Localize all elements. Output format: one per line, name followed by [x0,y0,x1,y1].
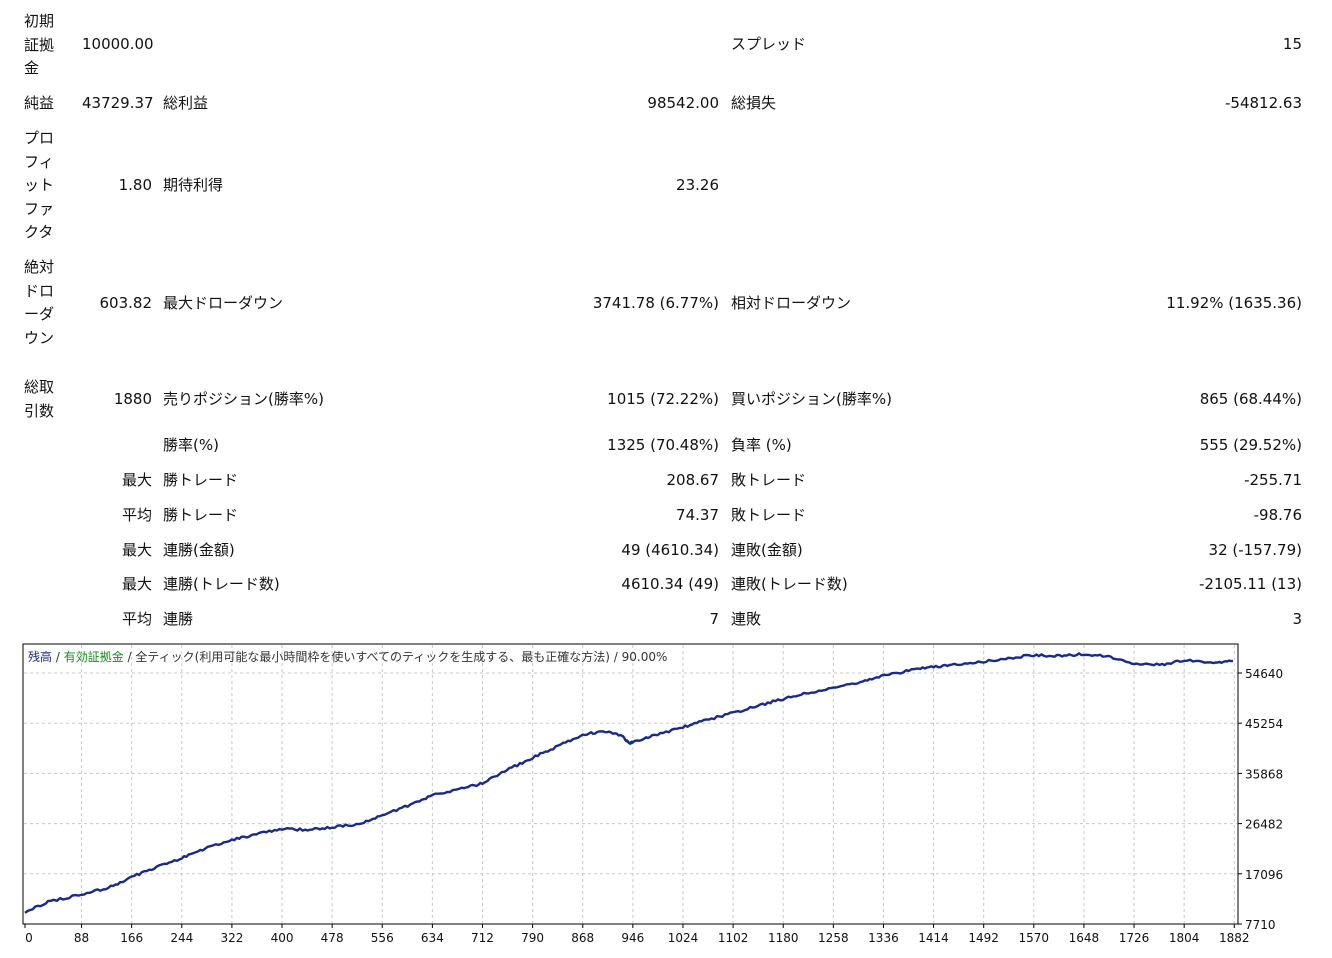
x-tick-label: 166 [120,931,143,945]
abs-drawdown-label: 絶対ドローダウン [24,258,55,347]
loss-rate-value: 555 (29.52%) [1199,436,1302,454]
chart-plot-area [22,643,1239,925]
row-b-label: 連敗(トレード数) [731,575,848,593]
row-b-value: -98.76 [1253,506,1302,524]
total-trades-value: 1880 [113,390,152,408]
row-b-value: -255.71 [1244,471,1302,489]
gross-profit-label: 総利益 [163,94,209,112]
y-tick-label: 54640 [1245,667,1283,681]
spread-label: スプレッド [731,35,807,53]
y-tick-label: 26482 [1245,818,1283,832]
row-b-label: 敗トレード [731,506,807,524]
long-positions-value: 865 (68.44%) [1199,390,1302,408]
long-positions-label: 買いポジション(勝率%) [731,390,892,408]
x-tick-label: 244 [170,931,193,945]
chart-title-balance: 残高 [28,649,52,664]
net-profit-label: 純益 [24,94,55,112]
chart-ticks: 0 88 166 244 322 400 478 556 634 712 790 868 946 1024… [24,667,1283,945]
row-a-value: 4610.34 (49) [621,575,719,593]
x-tick-label: 1024 [668,931,699,945]
x-tick-label: 868 [571,931,594,945]
row-a-value: 208.67 [666,471,720,489]
short-positions-value: 1015 (72.22%) [607,390,719,408]
balance-series-line [24,652,1234,914]
gross-profit-value: 98542.00 [647,94,719,112]
y-tick-label: 7710 [1245,918,1276,932]
x-tick-label: 1492 [968,931,999,945]
row-prefix: 最大 [121,471,152,489]
profit-factor-label: プロフィットファクタ [24,129,55,241]
row-b-label: 連敗(金額) [731,541,803,559]
row-b-label: 敗トレード [731,471,807,489]
row-a-label: 連勝(金額) [163,541,235,559]
profit-factor-value: 1.80 [118,176,152,194]
row-a-value: 74.37 [676,506,719,524]
initial-deposit-label: 初期証拠金 [24,12,55,77]
chart-title-sep: / [52,650,64,664]
x-tick-label: 1570 [1019,931,1050,945]
win-rate-value: 1325 (70.48%) [607,436,719,454]
x-tick-label: 1882 [1219,931,1250,945]
x-tick-label: 1414 [918,931,949,945]
x-tick-label: 1726 [1119,931,1150,945]
x-tick-label: 1102 [718,931,749,945]
row-prefix: 最大 [121,575,152,593]
gross-loss-label: 総損失 [731,94,777,112]
row-b-label: 連敗 [731,610,762,628]
x-tick-label: 556 [371,931,394,945]
max-drawdown-label: 最大ドローダウン [163,294,284,312]
y-tick-label: 35868 [1245,767,1283,781]
row-b-value: 3 [1292,610,1302,628]
row-a-value: 49 (4610.34) [621,541,719,559]
x-tick-label: 478 [321,931,344,945]
chart-title-equity: 有効証拠金 [64,649,124,664]
net-profit-value: 43729.37 [82,94,154,112]
abs-drawdown-value: 603.82 [99,294,153,312]
spread-value: 15 [1282,35,1302,53]
row-a-label: 勝トレード [163,506,239,524]
rel-drawdown-value: 11.92% (1635.36) [1166,294,1302,312]
loss-rate-label: 負率 (%) [731,436,792,454]
initial-deposit-value: 10000.00 [82,35,154,53]
x-tick-label: 946 [621,931,644,945]
x-tick-label: 634 [421,931,444,945]
row-prefix: 平均 [121,506,152,524]
win-rate-label: 勝率(%) [163,436,219,454]
x-tick-label: 1648 [1069,931,1100,945]
y-tick-label: 45254 [1245,717,1283,731]
rel-drawdown-label: 相対ドローダウン [731,294,852,312]
row-a-label: 連勝 [163,610,194,628]
row-a-value: 7 [709,610,719,628]
x-tick-label: 790 [521,931,544,945]
max-drawdown-value: 3741.78 (6.77%) [592,294,719,312]
row-prefix: 最大 [121,541,152,559]
x-tick-label: 88 [74,931,89,945]
x-tick-label: 1336 [868,931,899,945]
y-tick-label: 17096 [1245,868,1283,882]
row-b-value: 32 (-157.79) [1208,541,1302,559]
short-positions-label: 売りポジション(勝率%) [163,390,324,408]
chart-title: 残高 / 有効証拠金 / 全ティック(利用可能な最小時間枠を使いすべてのティック… [28,649,667,664]
row-b-value: -2105.11 (13) [1198,575,1302,593]
x-tick-label: 1258 [818,931,849,945]
chart-title-mode: / 全ティック(利用可能な最小時間枠を使いすべてのティックを生成する、最も正確な… [124,649,668,664]
gross-loss-value: -54812.63 [1225,94,1302,112]
x-tick-label: 0 [25,931,33,945]
expected-payoff-label: 期待利得 [163,176,224,194]
expected-payoff-value: 23.26 [676,176,719,194]
total-trades-label: 総取引数 [24,378,55,420]
x-tick-label: 712 [471,931,494,945]
row-prefix: 平均 [121,610,152,628]
row-a-label: 勝トレード [163,471,239,489]
x-tick-label: 1804 [1169,931,1200,945]
x-tick-label: 400 [271,931,294,945]
x-tick-label: 322 [220,931,243,945]
row-a-label: 連勝(トレード数) [163,575,280,593]
x-tick-label: 1180 [768,931,799,945]
